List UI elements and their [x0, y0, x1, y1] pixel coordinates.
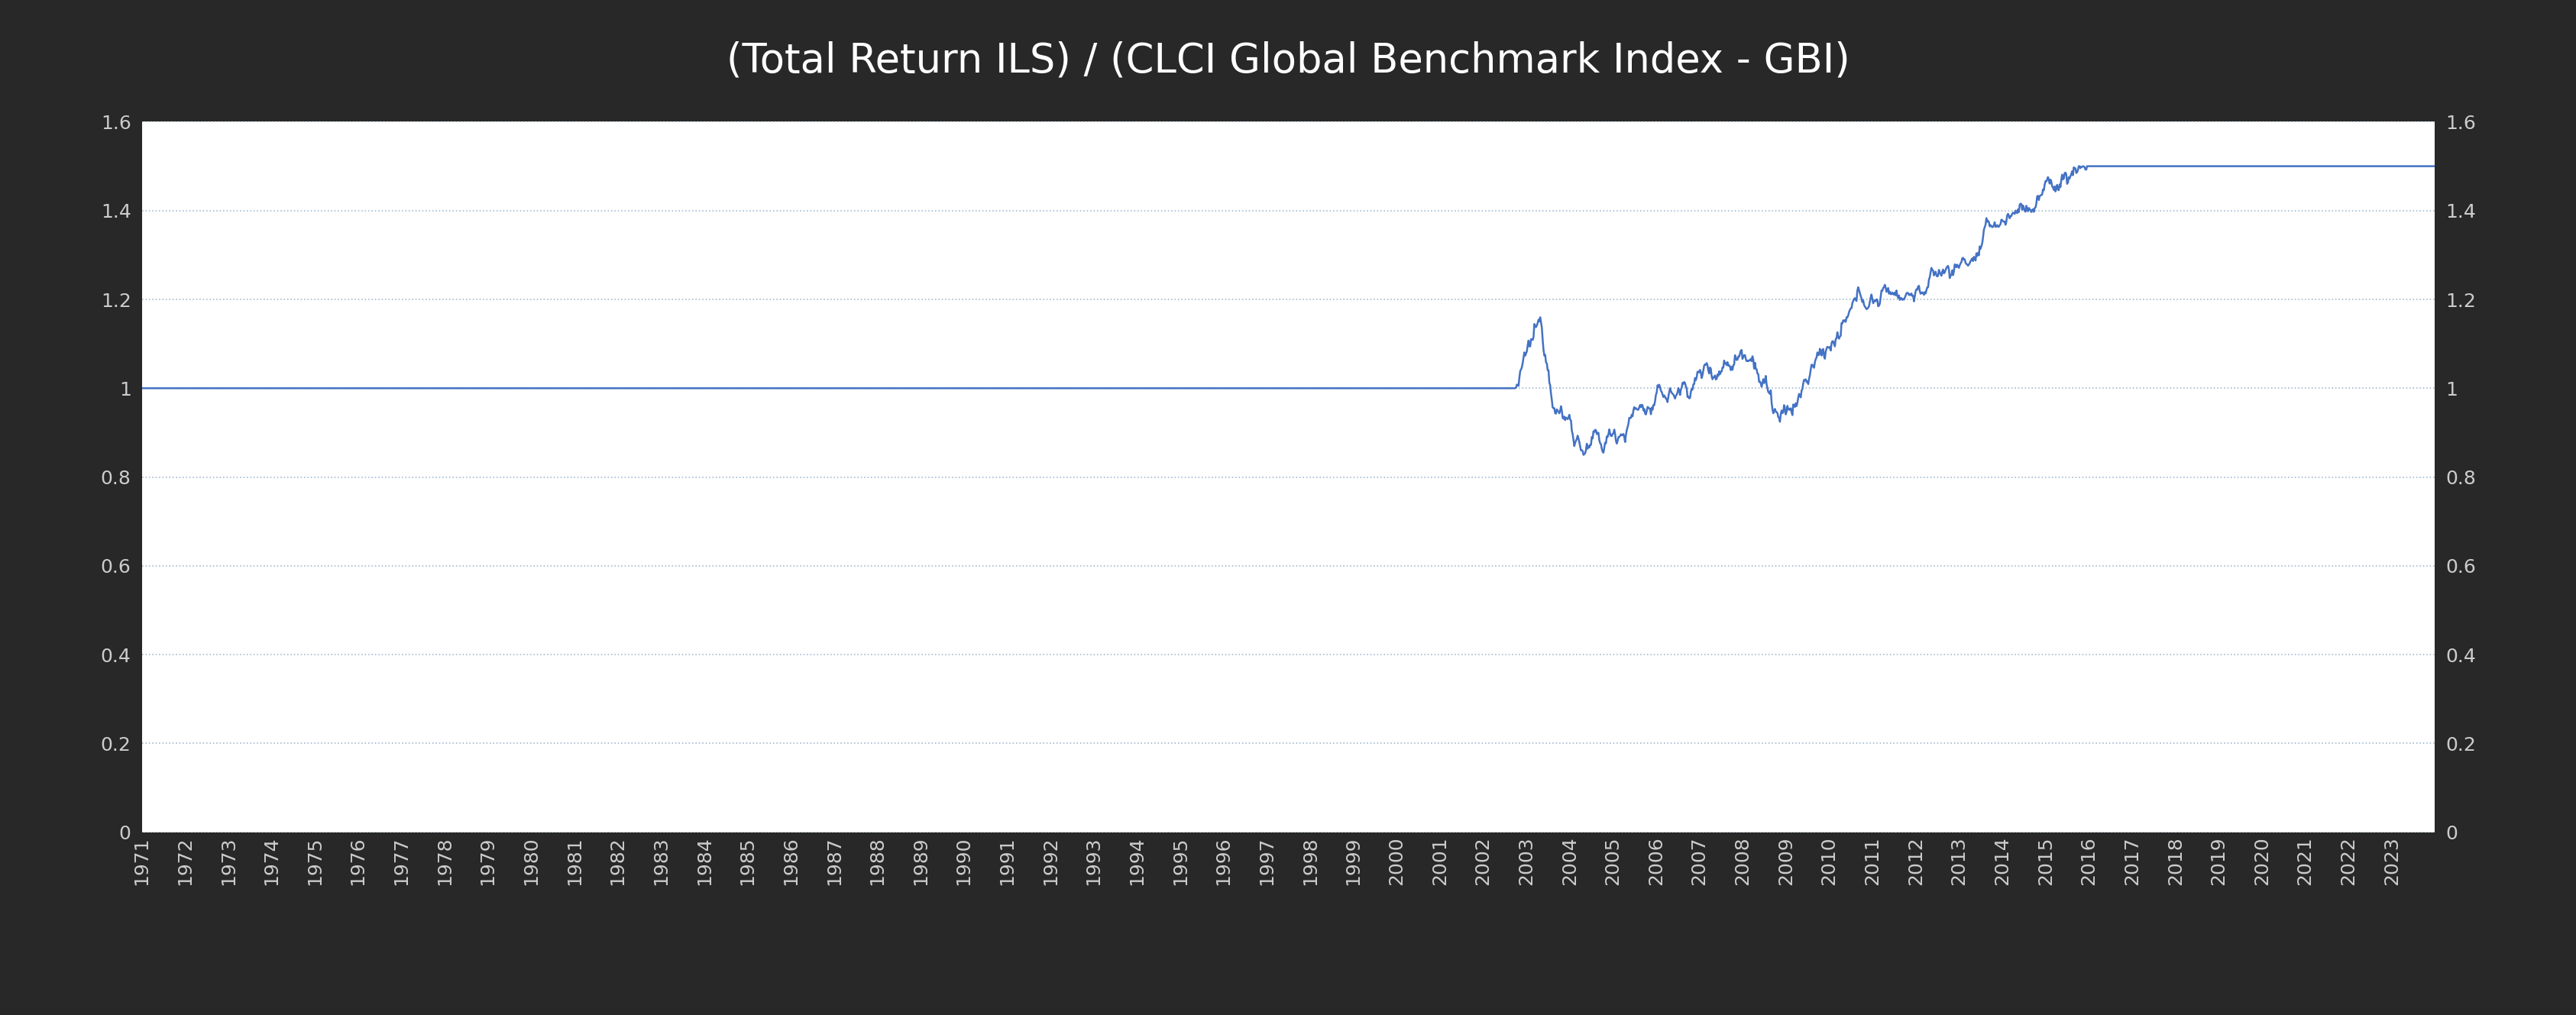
Text: (Total Return ILS) / (CLCI Global Benchmark Index - GBI): (Total Return ILS) / (CLCI Global Benchm… — [726, 41, 1850, 81]
